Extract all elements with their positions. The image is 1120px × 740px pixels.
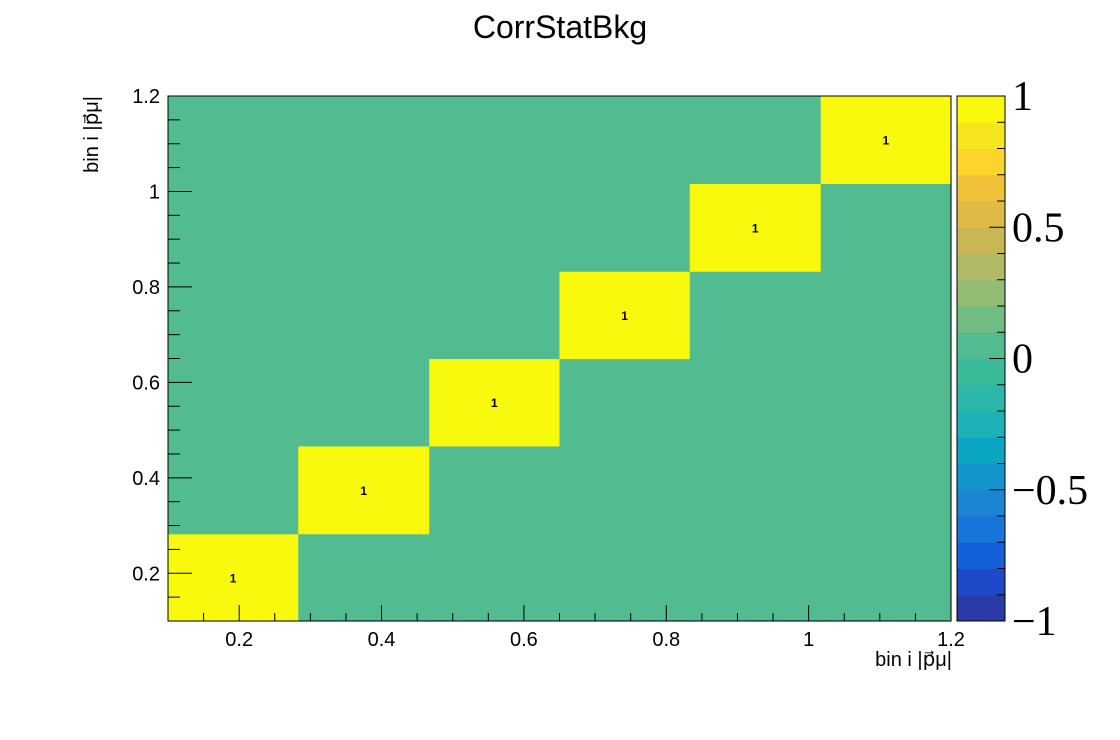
- heatmap-cell: [429, 183, 561, 272]
- heatmap-cell: [689, 183, 822, 272]
- colorbar-swatch: [957, 437, 1005, 464]
- heatmap-cell: [298, 533, 430, 622]
- heatmap-cell: [429, 271, 561, 360]
- heatmap-cell: [559, 358, 691, 447]
- colorbar-tick-label: 0: [1012, 337, 1033, 383]
- y-tick-label: 0.8: [132, 277, 160, 299]
- y-axis-title: bin i |p⃗μ|: [81, 96, 103, 173]
- cell-value-label: 1: [752, 221, 759, 235]
- heatmap-cell: [559, 183, 691, 272]
- y-axis-label: bin i |p⃗μ|: [81, 96, 103, 173]
- heatmap-cell: [559, 445, 691, 535]
- colorbar-swatch: [957, 279, 1005, 307]
- heatmap-cell: [820, 445, 952, 535]
- heatmap-cell: [168, 445, 299, 535]
- colorbar-swatch: [957, 489, 1005, 517]
- y-axis: 0.2 0.4 0.6 0.8 1 1.2: [132, 86, 192, 622]
- colorbar-swatch: [957, 358, 1005, 386]
- cell-value-label: 1: [360, 484, 367, 498]
- colorbar-tick-label: 1: [1012, 74, 1033, 120]
- colorbar-swatch: [957, 201, 1005, 228]
- colorbar-swatch: [957, 306, 1005, 333]
- heatmap-cell: [559, 533, 691, 622]
- colorbar-swatch: [957, 542, 1005, 569]
- heatmap-cell: [689, 358, 822, 447]
- heatmap-cell-labels: 1 1 1 1 1 1: [230, 134, 890, 586]
- colorbar-swatch: [957, 568, 1005, 596]
- heatmap-cell: [298, 445, 430, 535]
- colorbar-swatch: [957, 122, 1005, 149]
- heatmap-cell: [429, 533, 561, 622]
- x-axis-title: bin i |p⃗μ|: [875, 649, 952, 671]
- heatmap-cell: [689, 445, 822, 535]
- heatmap-cell: [820, 96, 952, 184]
- colorbar-swatch: [957, 96, 1005, 123]
- heatmap-cell: [168, 533, 299, 622]
- x-tick-label: 1: [803, 629, 814, 651]
- heatmap-cell: [820, 183, 952, 272]
- heatmap-cell: [429, 445, 561, 535]
- x-tick-label: 0.8: [652, 629, 680, 651]
- heatmap-cell: [429, 96, 561, 184]
- heatmap-cell: [689, 96, 822, 184]
- heatmap-cell: [168, 183, 299, 272]
- heatmap-cell: [689, 271, 822, 360]
- heatmap-cell: [298, 271, 430, 360]
- heatmap-cell: [168, 96, 299, 184]
- colorbar-tick-label: 0.5: [1012, 205, 1065, 251]
- cell-value-label: 1: [621, 309, 628, 323]
- x-tick-label: 1.2: [937, 629, 965, 651]
- colorbar: 1 0.5 0 −0.5 −1: [956, 74, 1088, 645]
- y-tick-label: 0.2: [132, 563, 160, 585]
- heatmap-cell: [168, 271, 299, 360]
- colorbar-swatch: [957, 253, 1005, 281]
- heatmap-cell: [820, 358, 952, 447]
- colorbar-swatch: [957, 516, 1005, 543]
- heatmap-cell: [820, 533, 952, 622]
- colorbar-tick-label: −1: [1012, 599, 1057, 645]
- colorbar-swatch: [957, 463, 1005, 491]
- cell-value-label: 1: [230, 571, 237, 585]
- colorbar-tick-label: −0.5: [1012, 468, 1088, 514]
- heatmap-cell: [820, 271, 952, 360]
- x-tick-label: 0.2: [225, 629, 253, 651]
- colorbar-swatch: [957, 332, 1005, 359]
- cell-value-label: 1: [491, 396, 498, 410]
- heatmap-cell: [298, 183, 430, 272]
- colorbar-swatch: [957, 411, 1005, 438]
- heatmap-cell: [168, 358, 299, 447]
- x-axis: 0.2 0.4 0.6 0.8 1 1.2: [167, 605, 965, 651]
- x-tick-label: 0.4: [368, 629, 396, 651]
- colorbar-swatch: [957, 148, 1005, 176]
- heatmap-cell: [298, 358, 430, 447]
- heatmap-cell: [429, 358, 561, 447]
- colorbar-swatch: [957, 594, 1005, 622]
- heatmap-cells: [168, 96, 952, 622]
- heatmap-cell: [689, 533, 822, 622]
- colorbar-swatch: [957, 227, 1005, 254]
- y-tick-label: 0.6: [132, 372, 160, 394]
- heatmap-cell: [298, 96, 430, 184]
- y-tick-label: 1.2: [132, 86, 160, 108]
- colorbar-swatch: [957, 384, 1005, 412]
- y-tick-label: 1: [149, 181, 160, 203]
- cell-value-label: 1: [883, 134, 890, 148]
- x-tick-label: 0.6: [510, 629, 538, 651]
- colorbar-swatch: [957, 174, 1005, 202]
- x-axis-label: bin i |p⃗μ|: [875, 649, 952, 671]
- heatmap-cell: [559, 96, 691, 184]
- chart-title: CorrStatBkg: [473, 9, 647, 45]
- heatmap-cell: [559, 271, 691, 360]
- y-tick-label: 0.4: [132, 468, 160, 490]
